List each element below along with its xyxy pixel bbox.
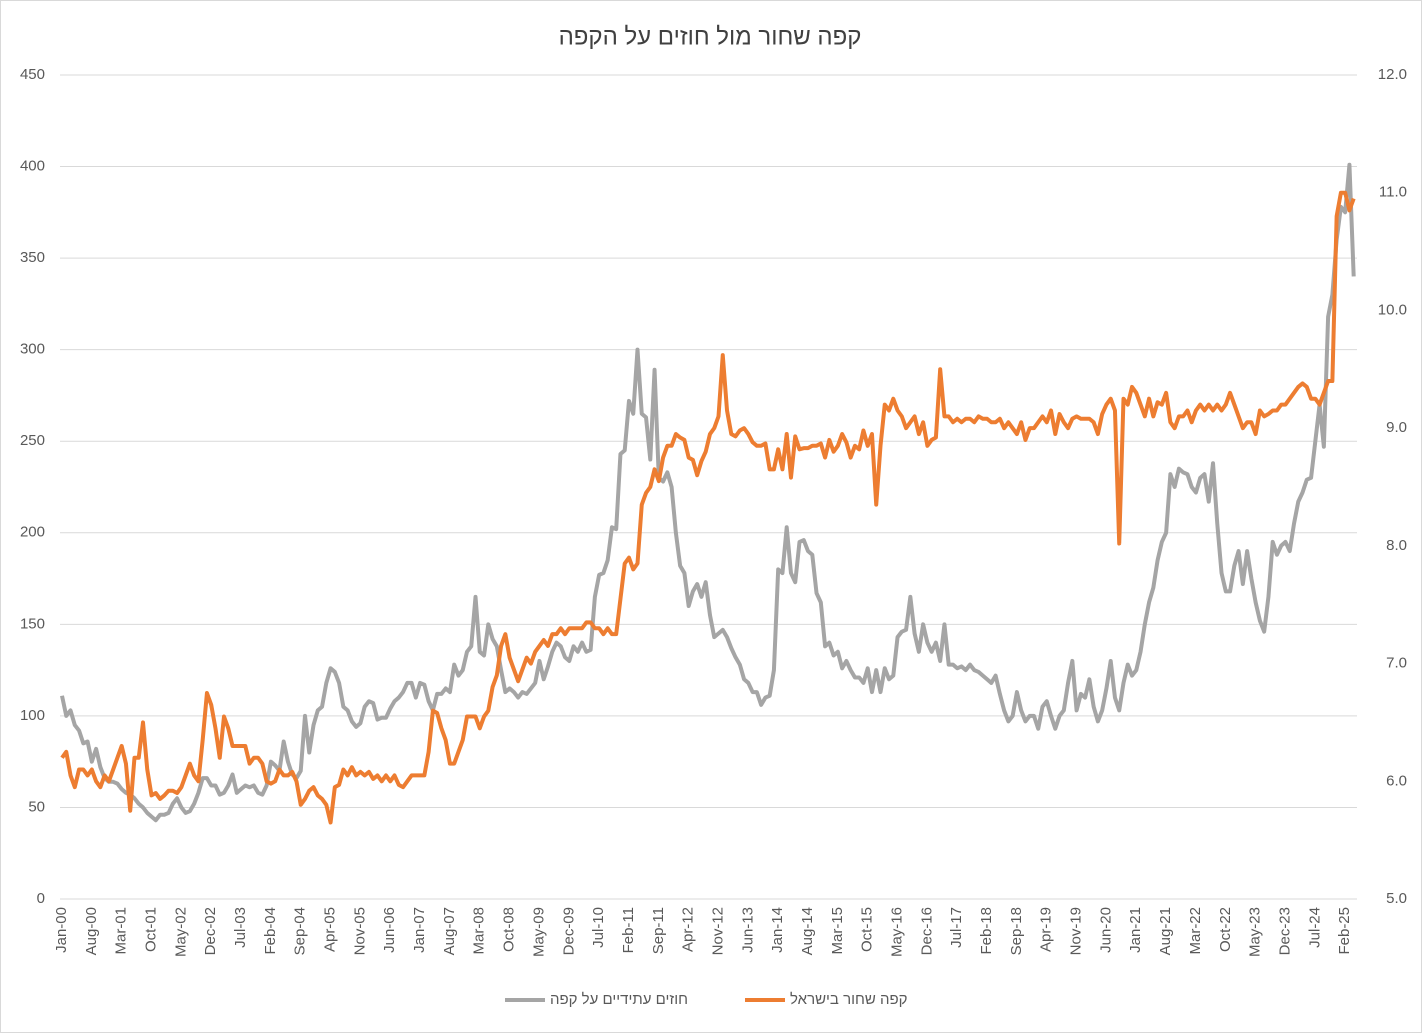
x-tick-label: Oct-22 bbox=[1217, 907, 1234, 952]
y-tick-label: 200 bbox=[20, 524, 45, 541]
x-tick-label: Jul-17 bbox=[948, 907, 965, 948]
series-line bbox=[60, 190, 1356, 825]
x-tick-label: Nov-12 bbox=[709, 907, 726, 955]
x-tick-label: Jun-20 bbox=[1097, 907, 1114, 953]
x-tick-label: Oct-01 bbox=[142, 907, 159, 952]
y-tick-label: 0 bbox=[37, 890, 45, 907]
x-tick-label: Nov-05 bbox=[351, 907, 368, 955]
y2-tick-label: 9.0 bbox=[1386, 419, 1407, 436]
y-tick-label: 250 bbox=[20, 432, 45, 449]
x-tick-label: Jul-03 bbox=[232, 907, 249, 948]
x-tick-label: May-23 bbox=[1247, 907, 1264, 957]
x-tick-label: Mar-22 bbox=[1187, 907, 1204, 955]
x-tick-label: Oct-08 bbox=[501, 907, 518, 952]
x-tick-label: Apr-19 bbox=[1038, 907, 1055, 952]
x-tick-label: Jul-10 bbox=[590, 907, 607, 948]
x-tick-label: Dec-23 bbox=[1276, 907, 1293, 955]
x-tick-label: Feb-25 bbox=[1336, 907, 1353, 955]
x-tick-label: Nov-19 bbox=[1068, 907, 1085, 955]
x-tick-label: Feb-11 bbox=[620, 907, 637, 953]
y2-tick-label: 5.0 bbox=[1386, 890, 1407, 907]
x-tick-label: Apr-05 bbox=[322, 907, 339, 952]
x-tick-label: Jun-06 bbox=[381, 907, 398, 953]
x-tick-label: Oct-15 bbox=[859, 907, 876, 952]
x-tick-label: Sep-04 bbox=[292, 907, 309, 955]
x-tick-label: Jan-21 bbox=[1127, 907, 1144, 953]
x-tick-label: Mar-01 bbox=[113, 907, 130, 955]
y-tick-label: 350 bbox=[20, 249, 45, 266]
x-tick-label: Feb-18 bbox=[978, 907, 995, 955]
x-tick-label: Sep-11 bbox=[650, 907, 667, 954]
y2-tick-label: 8.0 bbox=[1386, 537, 1407, 554]
y2-tick-label: 6.0 bbox=[1386, 772, 1407, 789]
x-tick-label: Dec-16 bbox=[918, 907, 935, 955]
x-tick-label: Aug-00 bbox=[83, 907, 100, 955]
y-tick-label: 50 bbox=[28, 798, 45, 815]
x-tick-label: Jan-07 bbox=[411, 907, 428, 953]
x-tick-label: Mar-15 bbox=[829, 907, 846, 955]
x-tick-label: Dec-09 bbox=[560, 907, 577, 955]
series-line bbox=[60, 162, 1356, 823]
y-tick-label: 100 bbox=[20, 707, 45, 724]
y2-tick-label: 10.0 bbox=[1378, 301, 1407, 318]
x-tick-label: May-09 bbox=[530, 907, 547, 957]
legend-label: קפה שחור בישראל bbox=[790, 991, 908, 1008]
y2-tick-label: 12.0 bbox=[1378, 66, 1407, 83]
x-tick-label: Aug-14 bbox=[799, 907, 816, 955]
x-tick-label: Feb-04 bbox=[262, 907, 279, 955]
y-tick-label: 400 bbox=[20, 158, 45, 175]
y-tick-label: 150 bbox=[20, 615, 45, 632]
x-tick-label: Apr-12 bbox=[680, 907, 697, 952]
y-tick-label: 450 bbox=[20, 66, 45, 83]
x-tick-label: Jun-13 bbox=[739, 907, 756, 953]
x-tick-label: Aug-07 bbox=[441, 907, 458, 955]
chart-title: קפה שחור מול חוזים על הקפה bbox=[559, 23, 862, 50]
x-tick-label: Dec-02 bbox=[202, 907, 219, 955]
x-tick-label: May-16 bbox=[889, 907, 906, 957]
x-tick-label: Aug-21 bbox=[1157, 907, 1174, 955]
x-tick-label: Jan-00 bbox=[53, 907, 70, 953]
x-tick-label: Mar-08 bbox=[471, 907, 488, 955]
y2-tick-label: 11.0 bbox=[1379, 184, 1407, 201]
x-tick-label: Jan-14 bbox=[769, 907, 786, 953]
y2-tick-label: 7.0 bbox=[1386, 655, 1407, 672]
legend-label: חוזים עתידיים על קפה bbox=[550, 991, 688, 1008]
x-tick-label: Jul-24 bbox=[1306, 907, 1323, 948]
x-tick-label: Sep-18 bbox=[1008, 907, 1025, 955]
y-tick-label: 300 bbox=[20, 341, 45, 358]
x-tick-label: May-02 bbox=[172, 907, 189, 957]
